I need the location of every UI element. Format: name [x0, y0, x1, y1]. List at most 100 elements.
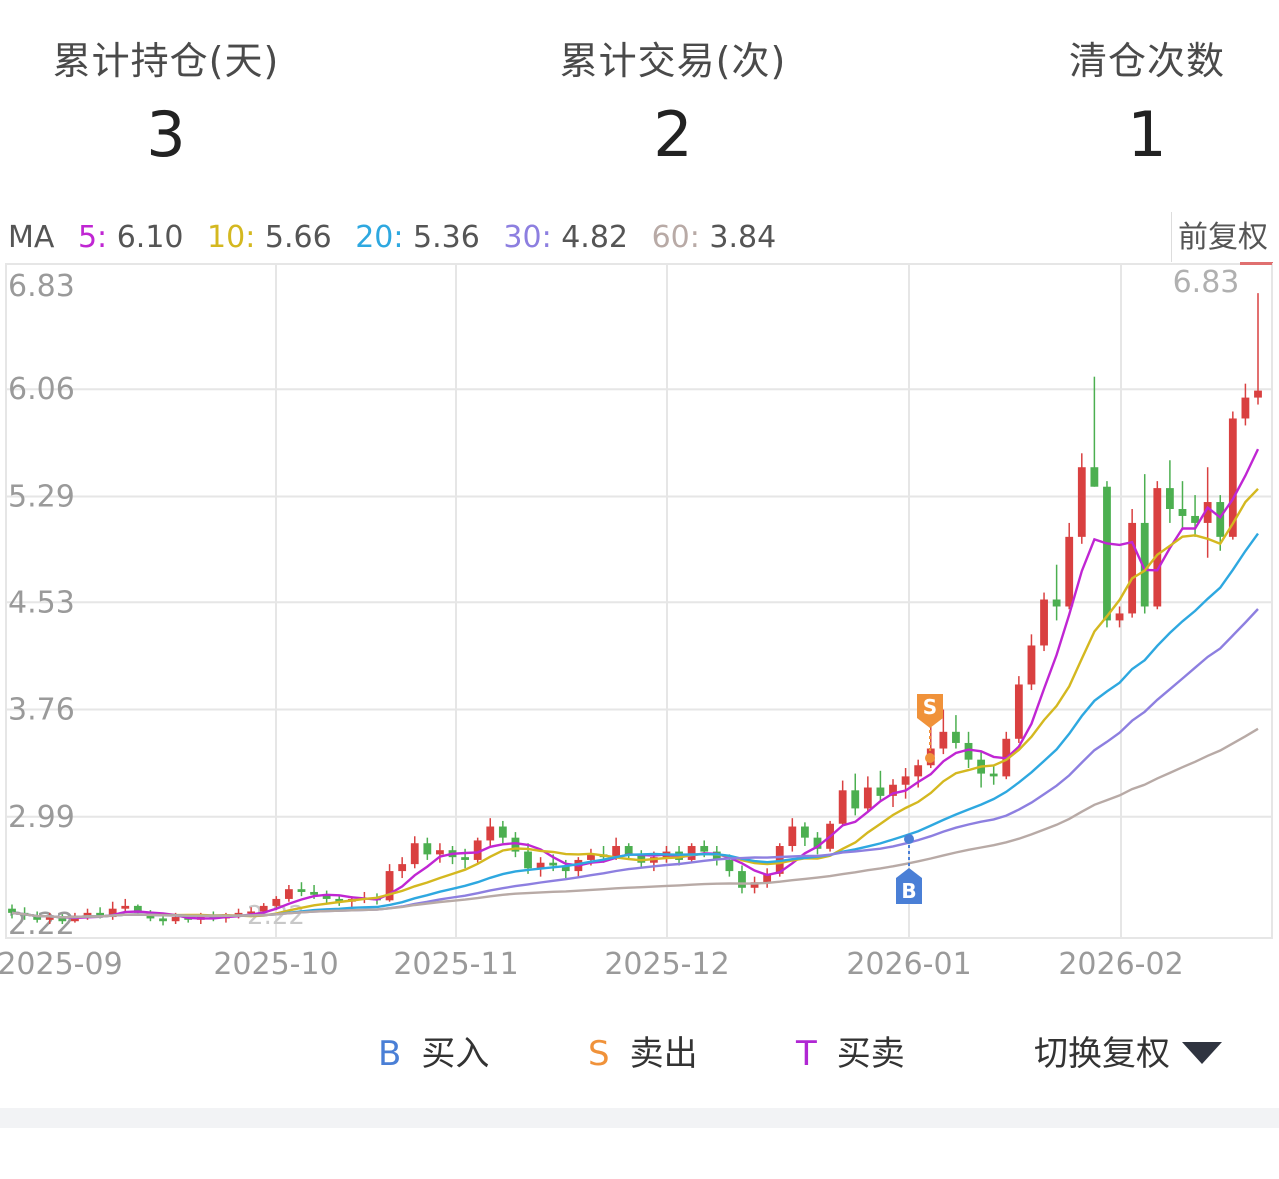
y-tick-label: 6.83	[8, 269, 75, 304]
candle-body	[297, 889, 306, 892]
candle-body	[1153, 488, 1162, 607]
legend-sell: S 卖出	[588, 1026, 698, 1074]
candle-body	[914, 765, 923, 777]
stats-row: 累计持仓(天) 3 累计交易(次) 2 清仓次数 1	[0, 0, 1279, 180]
y-tick-label: 5.29	[8, 479, 75, 514]
candle-body	[687, 846, 696, 860]
x-tick-label: 2025-09	[0, 947, 123, 982]
candle-body	[637, 854, 646, 863]
plot-frame	[5, 263, 1273, 939]
candle-body	[272, 898, 281, 906]
candle-body	[284, 889, 293, 899]
candle-body	[461, 857, 469, 860]
ma20-key: 20:	[355, 220, 404, 255]
candle-body	[725, 859, 734, 872]
max-price-label: 6.83	[1173, 265, 1240, 300]
stat-value: 3	[146, 98, 186, 171]
candle-body	[234, 912, 243, 915]
y-tick-label: 4.53	[8, 585, 75, 620]
ma-indicator-bar: MA 5: 6.10 10: 5.66 20: 5.36 30: 4.82 60…	[8, 220, 776, 260]
candle-body	[133, 905, 142, 913]
candle-body	[8, 908, 16, 913]
candle-body	[989, 773, 998, 777]
candle-body	[410, 843, 419, 865]
ma5-key: 5:	[77, 220, 108, 255]
candle-body	[939, 731, 948, 749]
candle-body	[1115, 613, 1124, 621]
candle-body	[1216, 502, 1225, 537]
stat-value: 2	[653, 98, 693, 171]
candle-body	[889, 784, 897, 796]
candle-body	[561, 865, 570, 872]
ma30-key: 30:	[503, 220, 552, 255]
y-tick-label: 6.06	[8, 372, 75, 407]
candle-body	[171, 917, 180, 922]
ma30-value: 4.82	[561, 220, 629, 255]
candle-body	[436, 850, 444, 855]
candle-body	[1065, 536, 1074, 607]
candle-body	[750, 882, 759, 888]
ma60-value: 3.84	[709, 220, 777, 255]
candle-body	[1140, 522, 1149, 607]
legend-buy: B 买入	[378, 1026, 489, 1074]
candle-body	[952, 731, 960, 743]
candle-body	[1128, 522, 1137, 614]
x-tick-label: 2025-12	[604, 947, 729, 982]
candle-body	[58, 917, 67, 922]
sell-marker-label: S	[923, 695, 937, 719]
legend-sell-key: S	[588, 1034, 610, 1074]
candle-body	[763, 873, 772, 883]
candle-body	[1254, 390, 1262, 398]
y-tick-label: 2.99	[8, 800, 75, 835]
candle-body	[1090, 467, 1099, 487]
candle-body	[901, 776, 910, 785]
candle-body	[1014, 684, 1023, 739]
candle-body	[45, 917, 54, 920]
candle-body	[964, 742, 973, 760]
adjust-toggle-button[interactable]: 前复权	[1171, 212, 1273, 262]
switch-adjust-button[interactable]: 切换复权	[1034, 1026, 1222, 1075]
legend-trade-label: 买卖	[836, 1034, 905, 1074]
candle-body	[1077, 467, 1086, 537]
buy-marker-label: B	[901, 879, 916, 903]
x-tick-label: 2025-11	[393, 947, 518, 982]
candle-body	[788, 826, 797, 847]
candle-body	[851, 790, 860, 809]
candle-body	[247, 911, 256, 914]
sell-marker-flag	[917, 694, 943, 728]
candle-body	[1203, 502, 1212, 523]
candle-body	[33, 915, 42, 920]
candle-body	[863, 787, 872, 809]
ma60-key: 60:	[651, 220, 700, 255]
sell-marker-dot	[925, 753, 935, 763]
candle-body	[486, 826, 495, 841]
x-tick-label: 2026-01	[846, 947, 971, 982]
candle-body	[1027, 645, 1036, 685]
candle-body	[549, 862, 558, 866]
legend-buy-label: 买入	[421, 1034, 490, 1074]
ma10-key: 10:	[207, 220, 256, 255]
ma-line-ma60	[11, 727, 1259, 919]
candle-body	[108, 908, 117, 918]
candle-body	[498, 826, 507, 838]
stat-label: 累计交易(次)	[559, 39, 787, 83]
ma-line-ma30	[11, 608, 1259, 919]
candle-body	[1103, 486, 1111, 621]
stat-label: 清仓次数	[1068, 39, 1225, 83]
ma5-value: 6.10	[116, 220, 184, 255]
candle-body	[1228, 418, 1237, 537]
candle-body	[385, 871, 394, 901]
candle-body	[121, 905, 130, 909]
candle-body	[838, 790, 847, 824]
stat-value: 1	[1127, 98, 1167, 171]
candle-body	[612, 846, 621, 858]
candle-body	[624, 846, 633, 855]
candle-body	[1052, 599, 1061, 607]
candle-body	[322, 894, 331, 899]
candle-body	[159, 918, 167, 922]
candlestick-chart[interactable]: 6.83 6.06 5.29 4.53 3.76 2.99 2.22 2025-09 2025-…	[0, 262, 1279, 1002]
legend-buy-key: B	[378, 1034, 402, 1074]
candle-body	[83, 912, 92, 916]
candle-body	[524, 851, 532, 869]
legend-trade-key: T	[796, 1034, 817, 1074]
